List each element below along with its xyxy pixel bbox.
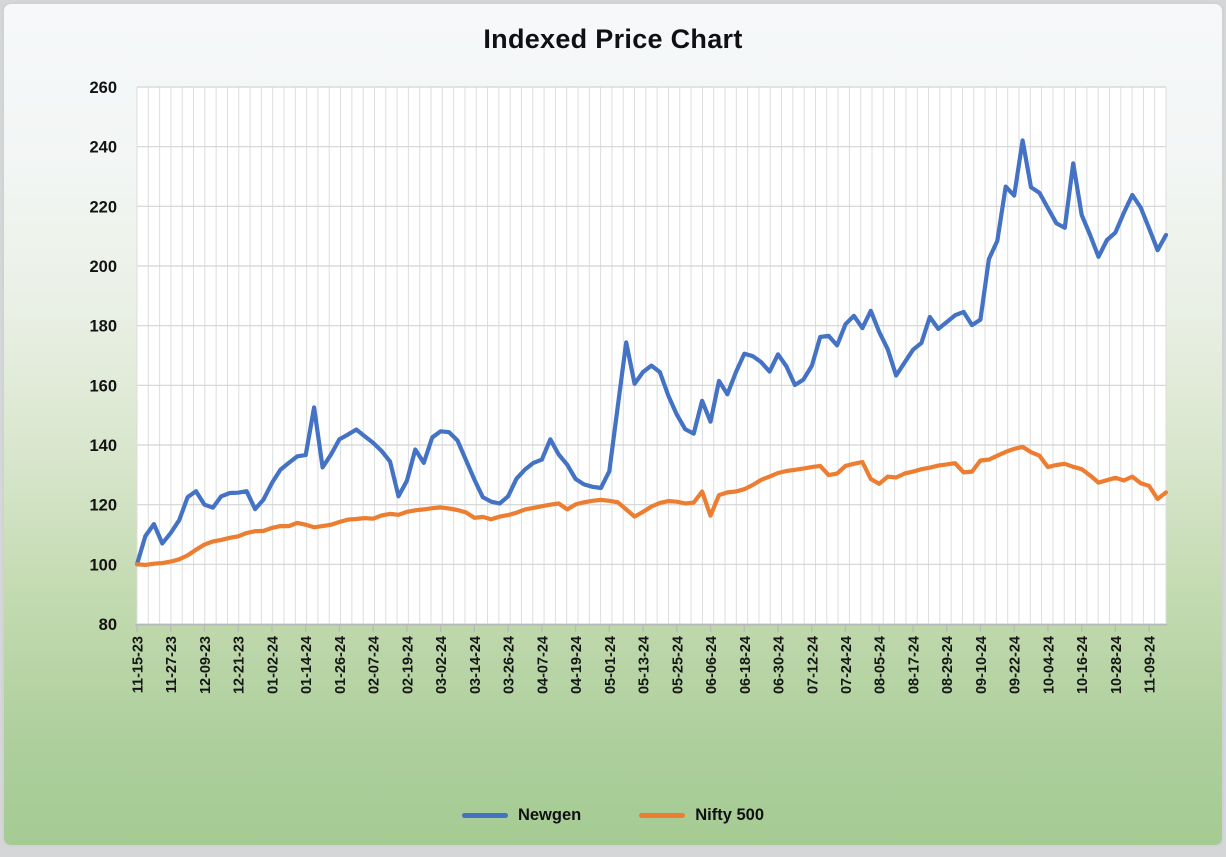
y-axis-label: 160 (89, 377, 117, 395)
x-axis-label: 05-01-24 (603, 636, 619, 694)
x-axis-label: 03-02-24 (434, 636, 450, 694)
nifty500-legend-label: Nifty 500 (695, 806, 765, 824)
x-axis-label: 10-28-24 (1109, 636, 1125, 694)
x-axis-label: 03-26-24 (502, 636, 518, 694)
x-axis-label: 02-19-24 (400, 636, 416, 694)
y-axis-label: 200 (89, 258, 117, 276)
x-axis-label: 12-09-23 (198, 636, 214, 694)
indexed-price-chart: 11-15-23 11-27-23 12-09-23 12-21-23 01-02-24… (89, 79, 1169, 694)
x-axis-label: 04-07-24 (535, 636, 551, 694)
vertical-gridlines (136, 87, 1167, 624)
x-axis-label: 05-13-24 (637, 636, 653, 694)
nifty500-line (134, 444, 1169, 567)
x-axis-label: 12-21-23 (232, 636, 248, 694)
x-axis-label: 01-14-24 (299, 636, 315, 694)
x-axis-label: 06-30-24 (772, 636, 788, 694)
x-axis-label: 05-25-24 (670, 636, 686, 694)
x-axis-label: 01-02-24 (265, 636, 281, 694)
x-axis-label: 03-14-24 (468, 636, 484, 694)
x-axis-ticks (136, 625, 1150, 632)
x-axis-label: 10-16-24 (1075, 636, 1091, 694)
x-axis-label: 09-22-24 (1008, 636, 1024, 694)
y-axis-label: 80 (99, 616, 117, 634)
y-axis-labels: 260 240 220 200 180 160 140 120 100 80 (89, 79, 117, 634)
x-axis-label: 08-17-24 (906, 636, 922, 694)
y-axis-label: 140 (89, 437, 117, 455)
x-axis-label: 11-27-23 (164, 636, 180, 693)
x-axis-label: 04-19-24 (569, 636, 585, 694)
x-axis-label: 01-26-24 (333, 636, 349, 694)
plot-area (137, 87, 1166, 624)
x-axis-label: 09-10-24 (974, 636, 990, 694)
legend: Newgen Nifty 500 (4, 806, 1222, 825)
chart-title: Indexed Price Chart (483, 24, 743, 54)
x-axis-labels: 11-15-23 11-27-23 12-09-23 12-21-23 01-02-24… (131, 636, 1159, 694)
newgen-line (134, 138, 1169, 567)
x-axis-label: 07-12-24 (805, 636, 821, 694)
x-axis-label: 11-09-24 (1143, 636, 1159, 693)
x-axis-label: 06-06-24 (704, 636, 720, 694)
x-axis-label: 08-29-24 (940, 636, 956, 694)
x-axis-label: 10-04-24 (1041, 636, 1057, 694)
y-axis-label: 220 (89, 198, 117, 216)
y-axis-label: 260 (89, 79, 117, 97)
x-axis-label: 02-07-24 (367, 636, 383, 694)
newgen-line-swatch (461, 812, 508, 819)
legend-item-nifty500: Nifty 500 (639, 806, 764, 825)
legend-item-newgen: Newgen (461, 806, 582, 825)
x-axis-label: 07-24-24 (839, 636, 855, 694)
y-axis-label: 180 (89, 318, 117, 336)
x-axis-label: 06-18-24 (738, 636, 754, 694)
newgen-legend-label: Newgen (517, 806, 582, 824)
y-axis-label: 120 (89, 497, 117, 515)
x-axis-label: 08-05-24 (873, 636, 889, 694)
nifty500-line-swatch (639, 812, 686, 819)
y-axis-label: 100 (89, 556, 117, 574)
x-axis-label: 11-15-23 (131, 636, 147, 693)
y-axis-label: 240 (89, 139, 117, 157)
